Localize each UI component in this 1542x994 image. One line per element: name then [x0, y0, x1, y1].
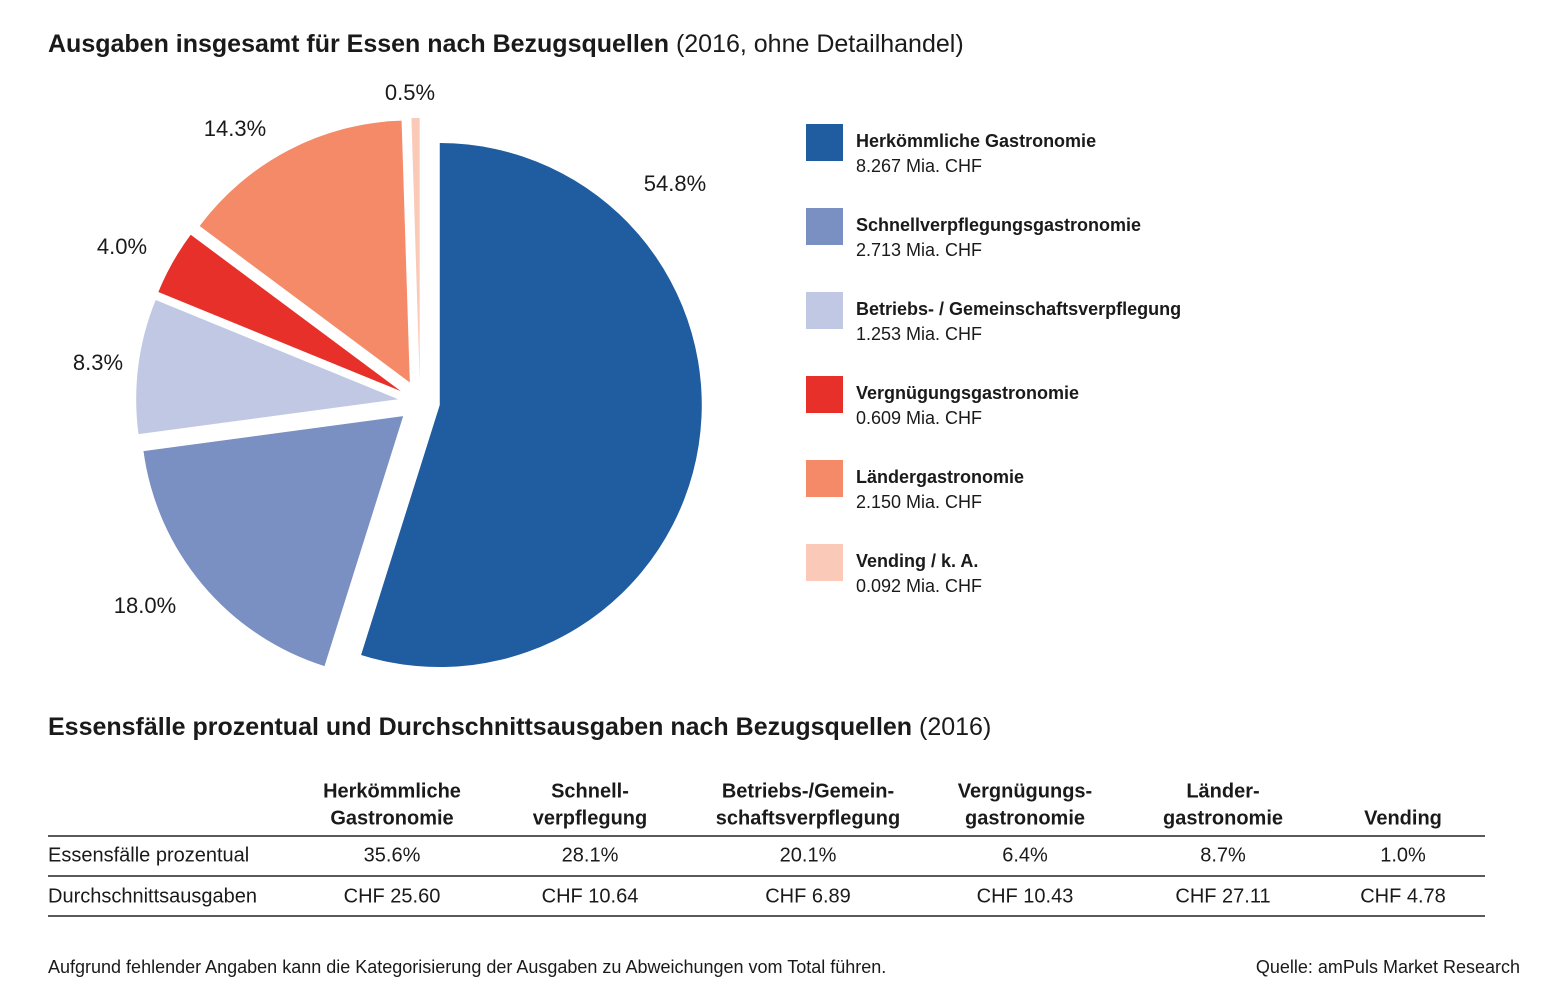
pie-slice	[158, 234, 401, 392]
footnote: Aufgrund fehlender Angaben kann die Kate…	[48, 957, 886, 977]
column-header: gastronomie	[1163, 807, 1283, 829]
slice-label: 8.3%	[73, 350, 123, 375]
slice-label: 4.0%	[97, 234, 147, 259]
column-header: Vergnügungs-	[958, 780, 1092, 802]
legend-label: Vergnügungsgastronomie	[856, 383, 1079, 403]
legend-amount: 1.253 Mia. CHF	[856, 324, 982, 344]
legend-swatch	[806, 376, 843, 413]
legend-label: Ländergastronomie	[856, 467, 1024, 487]
table-cell: 8.7%	[1200, 844, 1246, 866]
pie-slice	[136, 299, 399, 435]
table-cell: CHF 10.43	[977, 885, 1074, 907]
legend-swatch	[806, 544, 843, 581]
column-header: Länder-	[1186, 780, 1259, 802]
column-header: verpflegung	[533, 807, 647, 829]
table-title: Essensfälle prozentual und Durchschnitts…	[48, 713, 991, 741]
column-header: Gastronomie	[330, 807, 453, 829]
table-cell: CHF 4.78	[1360, 885, 1446, 907]
table-cell: 20.1%	[780, 844, 837, 866]
pie-slice	[143, 416, 404, 667]
slice-label: 0.5%	[385, 80, 435, 105]
chart-title: Ausgaben insgesamt für Essen nach Bezugs…	[48, 30, 964, 58]
pie-slice	[411, 118, 420, 381]
legend-amount: 0.609 Mia. CHF	[856, 408, 982, 428]
legend-label: Vending / k. A.	[856, 551, 978, 571]
table-cell: CHF 27.11	[1175, 885, 1270, 907]
column-header: schaftsverpflegung	[716, 807, 900, 829]
legend-amount: 2.150 Mia. CHF	[856, 492, 982, 512]
legend-swatch	[806, 208, 843, 245]
table-cell: 6.4%	[1002, 844, 1048, 866]
row-header: Essensfälle prozentual	[48, 844, 249, 866]
legend-label: Schnellverpflegungsgastronomie	[856, 215, 1141, 235]
column-header: Herkömmliche	[323, 780, 461, 802]
subtitle: (2016, ohne Detailhandel)	[676, 30, 964, 58]
legend-amount: 8.267 Mia. CHF	[856, 156, 982, 176]
legend-amount: 2.713 Mia. CHF	[856, 240, 982, 260]
table-cell: 35.6%	[364, 844, 421, 866]
row-header: Durchschnittsausgaben	[48, 885, 257, 907]
legend-swatch	[806, 292, 843, 329]
slice-label: 14.3%	[204, 116, 266, 141]
table-cell: CHF 10.64	[542, 885, 639, 907]
slice-label: 18.0%	[114, 593, 176, 618]
legend-swatch	[806, 460, 843, 497]
table-cell: 1.0%	[1380, 844, 1426, 866]
pie-slice	[199, 120, 410, 383]
legend-label: Herkömmliche Gastronomie	[856, 131, 1096, 151]
title: Essensfälle prozentual und Durchschnitts…	[48, 713, 912, 741]
legend-swatch	[806, 124, 843, 161]
subtitle: (2016)	[919, 713, 991, 741]
table-cell: CHF 25.60	[344, 885, 441, 907]
legend-label: Betriebs- / Gemeinschaftsverpflegung	[856, 299, 1181, 319]
column-header: Schnell-	[551, 780, 629, 802]
table-cell: 28.1%	[562, 844, 619, 866]
slice-label: 54.8%	[644, 171, 706, 196]
pie-slice	[361, 143, 702, 668]
table-cell: CHF 6.89	[765, 885, 851, 907]
column-header: Betriebs-/Gemein-	[722, 780, 894, 802]
column-header: Vending	[1364, 807, 1442, 829]
column-header: gastronomie	[965, 807, 1085, 829]
source: Quelle: amPuls Market Research	[1256, 957, 1520, 977]
title: Ausgaben insgesamt für Essen nach Bezugs…	[48, 30, 669, 58]
legend-amount: 0.092 Mia. CHF	[856, 576, 982, 596]
